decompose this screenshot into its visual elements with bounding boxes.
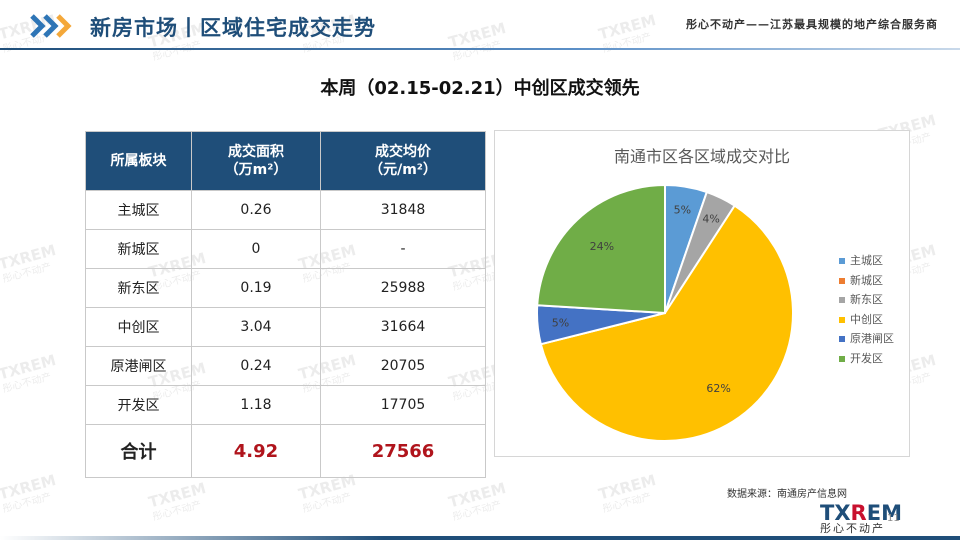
cell-region: 主城区 [85,190,192,230]
table-row: 新东区 0.19 25988 [85,268,486,308]
legend-swatch [839,277,845,284]
header-area: 成交面积 （万m²） [191,131,321,191]
pie-data-label: 5% [674,203,691,216]
pie-slice [536,183,666,315]
legend-item: 新城区 [839,271,894,291]
header-region: 所属板块 [85,131,192,191]
footer-divider [0,536,960,540]
pie-data-label: 62% [706,382,730,395]
transaction-table: 所属板块 成交面积 （万m²） 成交均价 （元/m²） 主城区 0.26 31848… [85,131,486,478]
logo-wordmark: TXREM [820,501,902,525]
total-price: 27566 [320,424,486,478]
cell-region: 开发区 [85,385,192,425]
pie-data-label: 4% [702,213,719,226]
cell-price: 17705 [320,385,486,425]
cell-region: 新东区 [85,268,192,308]
legend-label: 新东区 [850,293,883,307]
table-header-row: 所属板块 成交面积 （万m²） 成交均价 （元/m²） [85,131,486,191]
table-total-row: 合计 4.92 27566 [85,424,486,478]
slide-subtitle: 本周（02.15-02.21）中创区成交领先 [320,78,640,99]
table-row: 原港闸区 0.24 20705 [85,346,486,386]
total-label: 合计 [85,424,192,478]
legend-item: 原港闸区 [839,329,894,349]
header-bar: 新房市场丨区域住宅成交走势 彤心不动产——江苏最具规模的地产综合服务商 [0,0,960,55]
cell-area: 0.24 [191,346,321,386]
pie-slice [539,204,794,442]
cell-area: 0 [191,229,321,269]
table-row: 中创区 3.04 31664 [85,307,486,347]
cell-price: - [320,229,486,269]
legend-item: 中创区 [839,310,894,330]
table-row: 开发区 1.18 17705 [85,385,486,425]
legend-swatch [839,355,845,362]
legend-label: 主城区 [850,254,883,267]
data-source: 数据来源：南通房产信息网 [727,489,847,500]
legend-item: 主城区 [839,251,894,271]
logo-cn-text: 彤心不动产 [820,522,885,535]
cell-price: 31848 [320,190,486,230]
cell-area: 3.04 [191,307,321,347]
legend-label: 原港闸区 [850,332,894,346]
header-price: 成交均价 （元/m²） [320,131,486,191]
legend-swatch [839,316,845,323]
header-divider [0,48,960,50]
pie-chart-panel: 南通市区各区域成交对比 5%0%4%62%5%24% 主城区新城区新东区中创区原… [494,130,910,457]
cell-price: 31664 [320,307,486,347]
company-logo: TXREM 彤心不动产 [820,503,902,535]
legend-item: 新东区 [839,290,894,310]
cell-region: 新城区 [85,229,192,269]
legend-label: 新城区 [850,273,883,287]
header-slogan: 彤心不动产——江苏最具规模的地产综合服务商 [686,18,938,31]
cell-region: 原港闸区 [85,346,192,386]
cell-area: 1.18 [191,385,321,425]
pie-data-label: 24% [590,240,614,253]
cell-price: 20705 [320,346,486,386]
total-area: 4.92 [191,424,321,478]
page-title: 新房市场丨区域住宅成交走势 [90,16,376,40]
legend-swatch [839,336,845,343]
legend-swatch [839,258,845,264]
pie-chart: 5%0%4%62%5%24% [536,183,794,442]
table-row: 主城区 0.26 31848 [85,190,486,230]
legend-label: 开发区 [850,351,883,365]
cell-price: 25988 [320,268,486,308]
table-row: 新城区 0 - [85,229,486,269]
cell-area: 0.19 [191,268,321,308]
chart-legend: 主城区新城区新东区中创区原港闸区开发区 [839,251,894,369]
cell-region: 中创区 [85,307,192,347]
legend-swatch [839,297,845,304]
chevron-arrows-icon [30,14,72,38]
cell-area: 0.26 [191,190,321,230]
legend-label: 中创区 [850,312,883,326]
chart-title: 南通市区各区域成交对比 [613,147,790,166]
page-number: 11 [887,513,900,524]
legend-item: 开发区 [839,349,894,369]
pie-data-label: 5% [552,317,569,330]
